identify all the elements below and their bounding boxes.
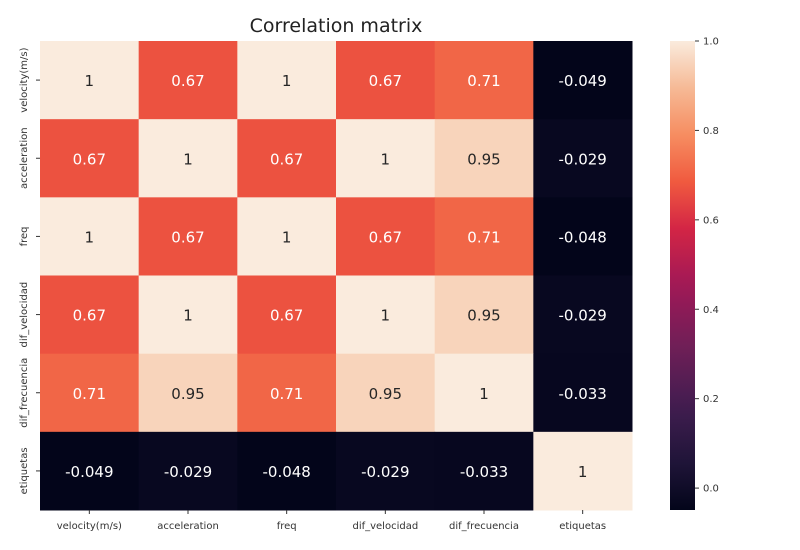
cell-value-label: 1 [578, 463, 588, 481]
cell-value-label: 0.71 [467, 228, 500, 246]
colorbar-tick-label: 0.6 [703, 215, 719, 226]
x-axis-labels: velocity(m/s) acceleration freq dif_velocid… [57, 510, 606, 532]
cell-value-label: 1 [381, 307, 391, 325]
colorbar-tick-label: 0.0 [703, 484, 719, 495]
x-tick-label: dif_velocidad [352, 521, 418, 532]
heatmap-cell [336, 41, 436, 120]
cell-value-label: -0.033 [460, 463, 508, 481]
heatmap-cell [138, 119, 238, 198]
heatmap-cell [434, 197, 534, 276]
cell-value-label: -0.049 [558, 72, 606, 90]
cell-value-label: 1 [85, 228, 95, 246]
x-tick-label: velocity(m/s) [57, 521, 122, 532]
heatmap-cell [434, 41, 534, 120]
cell-value-label: 0.67 [171, 228, 204, 246]
heatmap-cell [138, 353, 238, 433]
cell-value-label: 0.67 [73, 307, 106, 325]
heatmap-cell [336, 431, 436, 511]
y-axis-labels: velocity(m/s) acceleration freq dif_velocid… [19, 47, 40, 494]
heatmap-cell [237, 119, 337, 198]
cell-value-label: 0.95 [171, 385, 204, 403]
cell-value-label: 1 [183, 307, 193, 325]
colorbar-gradient [670, 41, 695, 510]
cell-value-label: 0.67 [270, 307, 303, 325]
heatmap-cell [40, 353, 140, 433]
y-tick-label: velocity(m/s) [19, 47, 30, 112]
heatmap-cell [434, 275, 534, 355]
y-tick-label: dif_velocidad [19, 282, 30, 348]
cell-value-label: 0.71 [73, 385, 106, 403]
x-tick-label: acceleration [157, 521, 219, 532]
heatmap-cell [237, 353, 337, 433]
cell-value-label: 0.67 [73, 150, 106, 168]
heatmap-cell [138, 275, 238, 355]
cell-value-label: 1 [479, 385, 489, 403]
cell-value-label: -0.029 [164, 463, 212, 481]
heatmap-cell [336, 353, 436, 433]
colorbar-tick-label: 0.2 [703, 394, 719, 405]
heatmap-cell [533, 119, 633, 198]
cell-value-label: 0.71 [467, 72, 500, 90]
cell-value-label: -0.029 [558, 150, 606, 168]
cell-value-label: 1 [183, 150, 193, 168]
heatmap-cell [533, 353, 633, 433]
heatmap-cell [40, 119, 140, 198]
colorbar-tick-label: 0.4 [703, 305, 719, 316]
cell-value-label: 1 [381, 150, 391, 168]
heatmap-cell [533, 431, 633, 511]
heatmap-cell [40, 41, 140, 120]
heatmap-cell [40, 431, 140, 511]
heatmap-cell [434, 353, 534, 433]
heatmap-cell [138, 431, 238, 511]
cell-value-label: 0.95 [467, 150, 500, 168]
heatmap-cell [138, 197, 238, 276]
heatmap-cell [237, 41, 337, 120]
cell-value-label: -0.029 [558, 307, 606, 325]
cell-value-label: 1 [282, 228, 292, 246]
heatmap-cell [434, 119, 534, 198]
heatmap-cell [533, 197, 633, 276]
x-tick-label: freq [277, 521, 297, 532]
cell-value-label: -0.048 [558, 228, 606, 246]
cell-value-label: 0.95 [369, 385, 402, 403]
cell-value-label: 0.95 [467, 307, 500, 325]
cell-value-label: 0.67 [369, 72, 402, 90]
x-tick-label: dif_frecuencia [449, 521, 519, 532]
cell-value-label: 0.67 [369, 228, 402, 246]
y-tick-label: etiquetas [19, 447, 30, 494]
heatmap-cell [237, 197, 337, 276]
chart-title: Correlation matrix [250, 15, 423, 37]
heatmap-cell [40, 197, 140, 276]
cell-value-label: -0.048 [262, 463, 310, 481]
cell-value-label: 0.67 [171, 72, 204, 90]
cell-value-label: -0.029 [361, 463, 409, 481]
heatmap-cell [533, 41, 633, 120]
y-tick-label: freq [19, 226, 30, 246]
heatmap-cell [336, 119, 436, 198]
heatmap-cell [533, 275, 633, 355]
heatmap-cell [40, 275, 140, 355]
cell-value-label: 0.67 [270, 150, 303, 168]
heatmap-cell [138, 41, 238, 120]
y-tick-label: dif_frecuencia [19, 358, 30, 428]
heatmap-cell [336, 275, 436, 355]
colorbar: 0.0 0.2 0.4 0.6 0.8 1.0 [670, 37, 719, 510]
cell-value-label: 1 [85, 72, 95, 90]
colorbar-tick-label: 1.0 [703, 37, 719, 48]
heatmap-cell [434, 431, 534, 511]
cell-value-label: 0.71 [270, 385, 303, 403]
colorbar-tick-label: 0.8 [703, 126, 719, 137]
cell-value-label: 1 [282, 72, 292, 90]
heatmap-cells: 1 0.67 1 0.67 0.71 -0.049 0.67 1 0.67 1 0.95 -0.029… [40, 41, 633, 511]
heatmap-cell [237, 275, 337, 355]
cell-value-label: -0.049 [65, 463, 113, 481]
x-tick-label: etiquetas [559, 521, 606, 532]
cell-value-label: -0.033 [558, 385, 606, 403]
y-tick-label: acceleration [19, 127, 30, 189]
heatmap-cell [237, 431, 337, 511]
heatmap-cell [336, 197, 436, 276]
